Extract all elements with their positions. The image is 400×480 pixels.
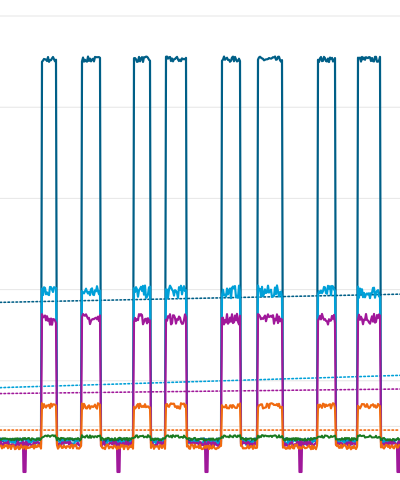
series-lines	[0, 55, 400, 474]
trend-line-1	[0, 374, 400, 389]
grid-lines	[0, 15, 400, 427]
series-line-2	[0, 312, 400, 474]
trend-lines	[0, 293, 400, 431]
series-line-3	[0, 402, 400, 451]
series-line-4	[0, 434, 400, 442]
trend-line-2	[0, 388, 400, 395]
trend-line-0	[0, 293, 400, 304]
